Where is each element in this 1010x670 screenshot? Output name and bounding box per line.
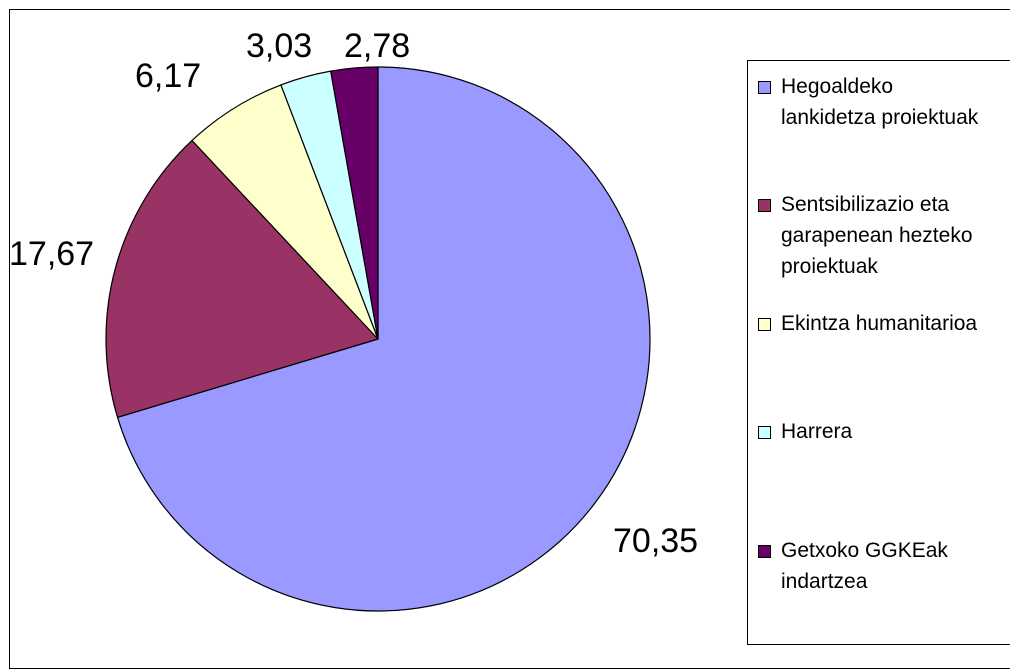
legend-swatch-3 [758,318,771,331]
chart-area: 70,35 17,67 6,17 3,03 2,78 Hegoaldeko la… [9,9,1010,669]
pie-slices [106,67,650,611]
legend-swatch-2 [758,199,771,212]
legend-swatch-5 [758,545,771,558]
legend-label-2: Sentsibilizazio eta garapenean hezteko p… [781,189,1010,282]
data-label-slice-1: 70,35 [613,522,698,560]
data-label-slice-2: 17,67 [10,235,94,273]
data-label-slice-3: 6,17 [135,57,201,95]
data-label-slice-4: 3,03 [246,27,312,65]
legend-swatch-1 [758,81,771,94]
data-label-slice-5: 2,78 [344,27,410,65]
legend-swatch-4 [758,426,771,439]
legend-label-1: Hegoaldeko lankidetza proiektuak [781,71,1010,133]
legend-label-4: Harrera [781,416,1010,447]
legend-label-5: Getxoko GGKEak indartzea [781,535,1010,597]
legend-label-3: Ekintza humanitarioa [781,308,1010,339]
legend: Hegoaldeko lankidetza proiektuak Sentsib… [747,60,1010,645]
